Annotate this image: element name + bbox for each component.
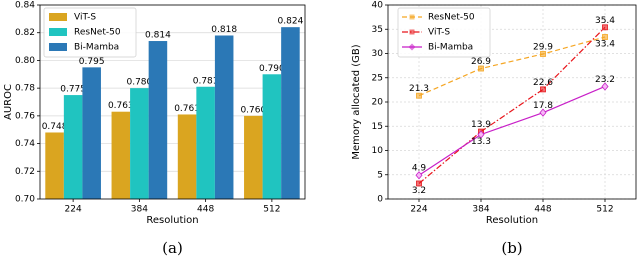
value-label: 0.775	[60, 85, 86, 95]
line-chart: 0 5 10 15 20 25 30 35 40 224 384 448 512 21.3 26.9 29.9…	[351, 1, 637, 257]
value-label: 21.3	[409, 84, 429, 94]
bar	[214, 35, 234, 199]
legend-marker	[408, 43, 416, 51]
bar	[111, 111, 131, 199]
bar	[196, 86, 215, 199]
marker	[540, 51, 546, 57]
x-tick-label: 224	[410, 205, 427, 215]
value-label: 33.4	[595, 40, 615, 50]
line	[418, 26, 606, 184]
value-label: 0.760	[240, 105, 266, 115]
y-tick-label: 0.80	[15, 56, 35, 66]
value-label: 0.763	[108, 101, 134, 111]
marker	[478, 65, 484, 72]
y-tick-label: 10	[372, 146, 384, 156]
value-label: 23.2	[595, 75, 615, 85]
legend-label: ViT-S	[74, 13, 96, 23]
marker	[539, 108, 547, 117]
x-axis-label: Resolution	[486, 215, 538, 226]
marker	[416, 92, 422, 99]
y-tick-label: 15	[372, 122, 383, 132]
bar	[45, 132, 64, 199]
value-label: 13.3	[471, 137, 491, 147]
legend-swatch	[49, 43, 67, 51]
marker	[540, 86, 546, 93]
value-label: 26.9	[471, 57, 491, 67]
value-label: 0.814	[145, 31, 171, 41]
caption: (b)	[501, 239, 522, 257]
value-label: 0.795	[79, 57, 105, 67]
value-label: 4.9	[412, 164, 427, 174]
marker	[477, 130, 485, 139]
line	[418, 85, 606, 176]
x-tick-label: 384	[472, 205, 489, 215]
y-tick-label: 20	[372, 98, 384, 108]
x-tick-label: 512	[263, 205, 280, 215]
y-tick-label: 0.74	[15, 139, 35, 149]
bar-chart: 0.70 0.72 0.74 0.76 0.78 0.80 0.82 0.84 224 384 44…	[3, 1, 306, 257]
value-label: 17.8	[533, 101, 553, 111]
legend-label: Bi-Mamba	[428, 43, 473, 53]
legend-box	[397, 7, 491, 58]
caption: (a)	[162, 239, 183, 257]
y-tick-label: 0.78	[15, 84, 35, 94]
y-tick-label: 30	[372, 49, 384, 59]
bar	[130, 88, 149, 199]
legend-swatch	[49, 13, 67, 21]
y-tick-label: 25	[372, 73, 383, 83]
y-tick-label: 35	[372, 25, 383, 35]
value-label: 0.781	[193, 76, 219, 86]
value-label: 0.748	[42, 122, 68, 132]
y-axis-label: AUROC	[3, 84, 14, 120]
y-tick-label: 5	[377, 170, 383, 180]
bar	[82, 67, 101, 199]
x-axis-label: Resolution	[146, 215, 198, 226]
legend-marker	[409, 29, 415, 35]
marker	[415, 171, 423, 180]
y-tick-label: 0.70	[15, 195, 35, 205]
x-tick-label: 512	[596, 205, 613, 215]
y-tick-label: 0.76	[15, 111, 35, 121]
bar	[148, 41, 168, 200]
marker	[416, 180, 422, 187]
x-tick-label: 448	[197, 205, 214, 215]
y-tick-label: 0.82	[15, 28, 35, 38]
x-tick-label: 384	[131, 205, 148, 215]
marker	[602, 24, 608, 31]
y-tick-label: 40	[372, 1, 384, 11]
value-label: 0.761	[174, 104, 200, 114]
marker	[602, 34, 608, 40]
marker	[601, 82, 609, 91]
bar	[281, 27, 300, 199]
value-label: 0.818	[211, 25, 237, 35]
plot-frame	[387, 4, 637, 200]
legend-marker	[409, 14, 415, 20]
y-axis-label: Memory allocated (GB)	[351, 44, 362, 159]
value-label: 35.4	[595, 16, 615, 26]
line	[418, 36, 606, 97]
bar	[63, 95, 83, 199]
plot-frame	[39, 4, 306, 200]
y-tick-label: 0	[377, 195, 383, 205]
bar	[262, 74, 282, 199]
y-tick-label: 0.84	[15, 1, 35, 11]
value-label: 0.824	[278, 17, 304, 27]
bar	[177, 114, 197, 199]
bar	[244, 115, 263, 199]
legend-label: ViT-S	[428, 28, 450, 38]
value-label: 3.2	[412, 186, 426, 196]
value-label: 0.790	[259, 64, 285, 74]
value-label: 13.9	[471, 120, 491, 130]
legend-label: ResNet-50	[428, 13, 475, 23]
x-tick-label: 224	[65, 205, 82, 215]
x-tick-label: 448	[534, 205, 551, 215]
y-tick-label: 0.72	[15, 167, 35, 177]
value-label: 0.780	[126, 78, 152, 88]
legend-swatch	[49, 28, 67, 36]
value-label: 29.9	[533, 42, 553, 52]
legend-label: ResNet-50	[74, 28, 121, 38]
value-label: 22.6	[533, 78, 553, 88]
legend-label: Bi-Mamba	[74, 43, 119, 53]
